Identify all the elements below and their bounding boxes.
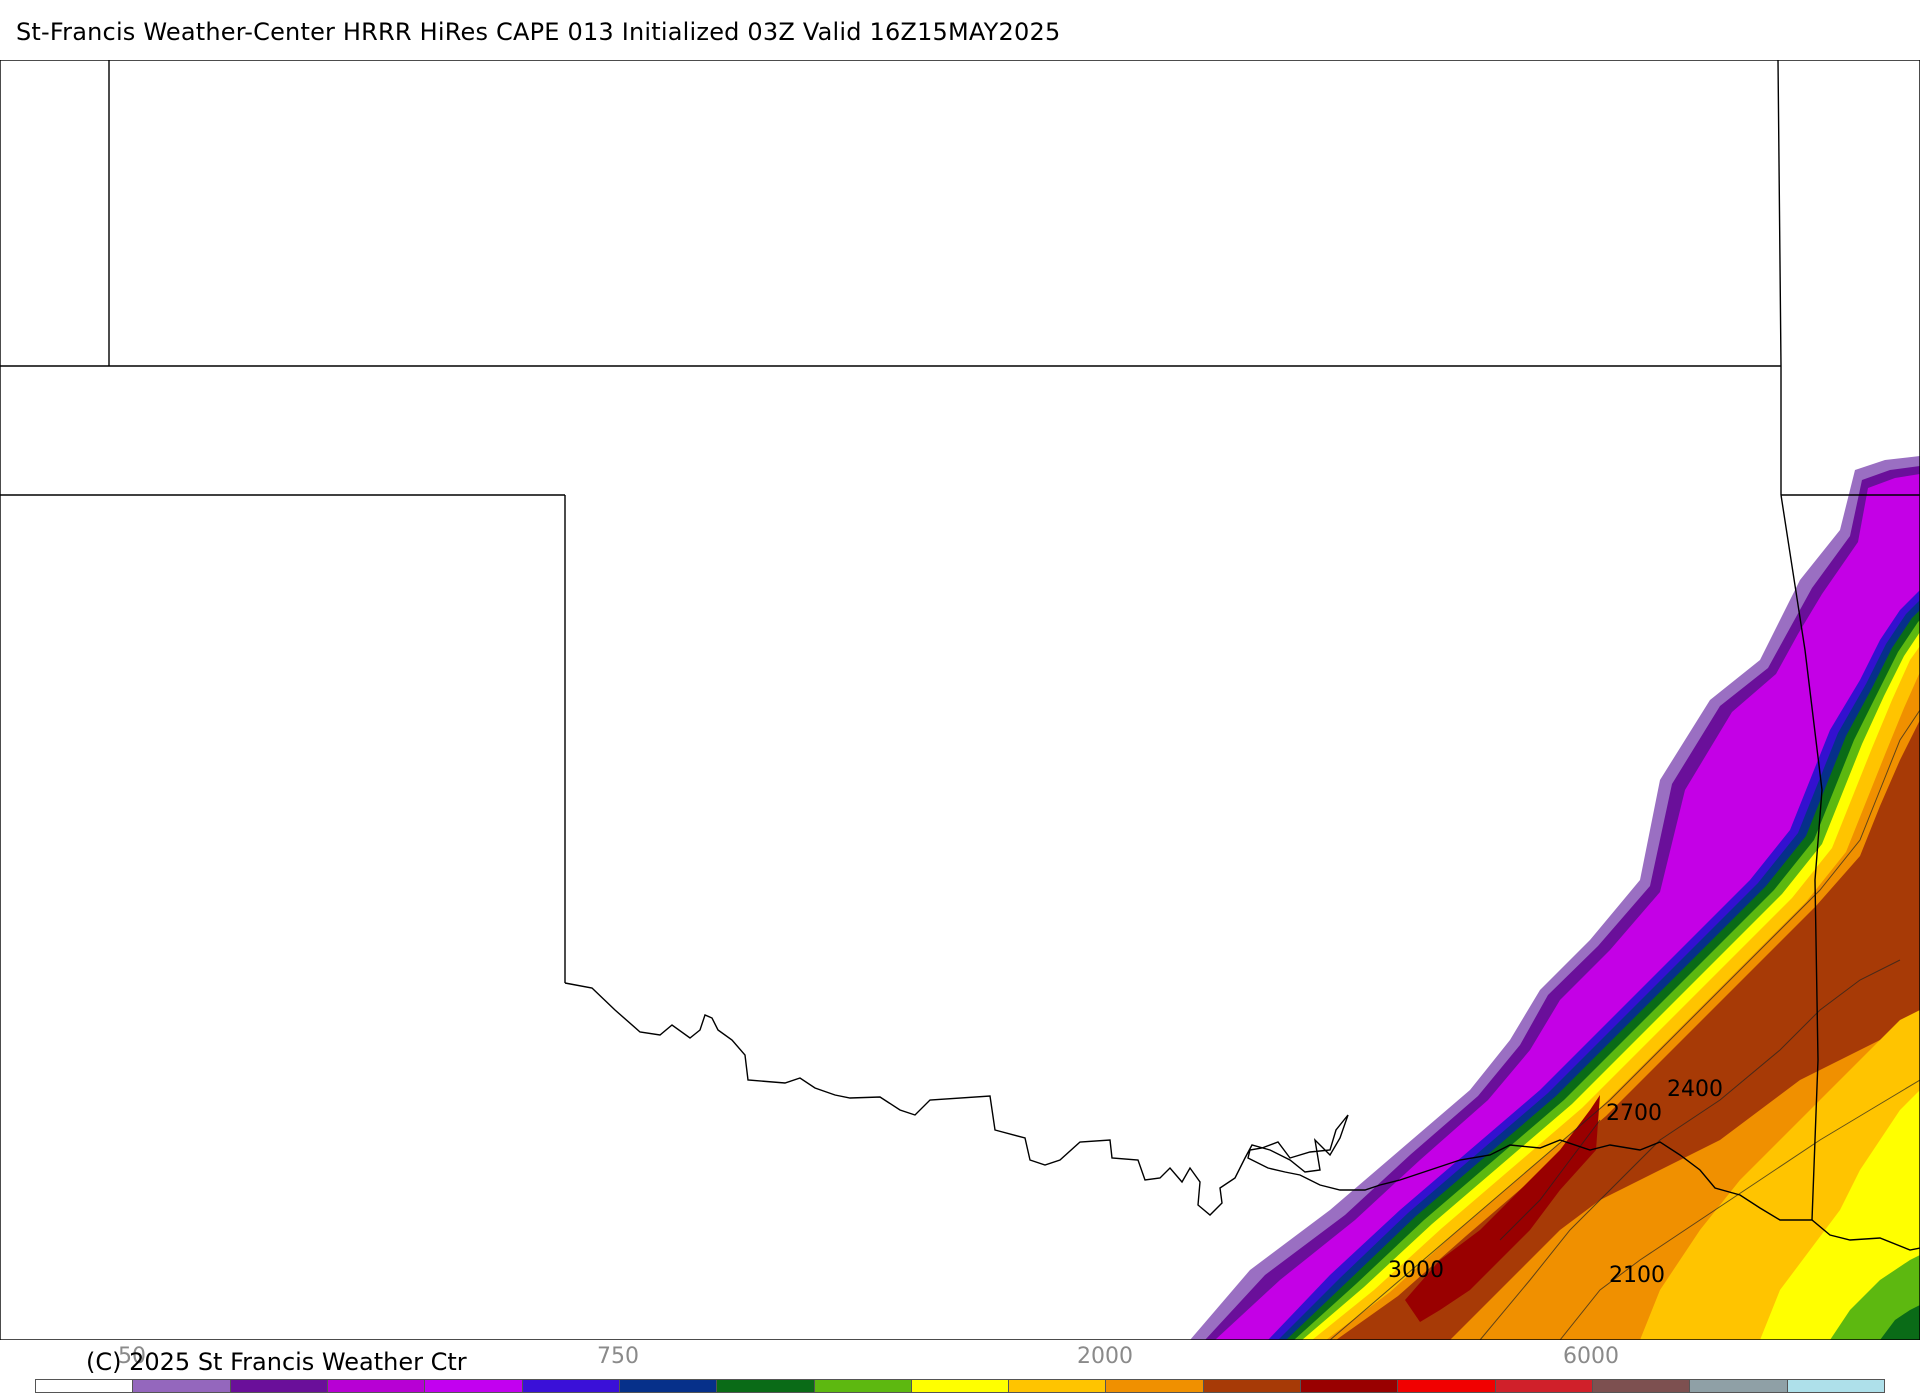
colorbar-swatch [1106,1380,1204,1392]
colorbar-label-6000: 6000 [1563,1344,1619,1369]
colorbar-swatch [36,1380,134,1392]
map-title: St-Francis Weather-Center HRRR HiRes CAP… [16,18,1061,46]
contour-label-3000: 3000 [1388,1258,1444,1283]
colorbar-swatch [1495,1380,1593,1392]
colorbar-swatch [522,1380,620,1392]
colorbar-swatch [425,1380,523,1392]
colorbar-swatch [1301,1380,1399,1392]
cape-fill [1190,456,1920,1340]
colorbar-swatch [1009,1380,1107,1392]
colorbar-swatch [1787,1380,1884,1392]
cape-map: 2400 2700 3000 2100 [0,60,1920,1340]
contour-label-group: 2400 2700 3000 2100 [1388,1077,1723,1288]
colorbar-swatch [911,1380,1010,1392]
colorbar-swatch [814,1380,912,1392]
cape-band-darkgreen-southeast [1880,1305,1920,1340]
colorbar-label-50: 50 [118,1344,146,1369]
colorbar-label-2000: 2000 [1077,1344,1133,1369]
colorbar-swatch [1398,1380,1496,1392]
colorbar-swatch [1593,1380,1691,1392]
boundary-east-vertical [1777,60,1782,495]
contour-label-2400: 2400 [1667,1077,1723,1102]
colorbar [35,1379,1885,1393]
colorbar-label-750: 750 [597,1344,639,1369]
boundaries [0,60,1920,1340]
colorbar-swatch [230,1380,328,1392]
colorbar-swatch [1203,1380,1302,1392]
copyright-text: (C) 2025 St Francis Weather Ctr [86,1348,467,1376]
colorbar-swatch [1690,1380,1788,1392]
colorbar-swatch [327,1380,426,1392]
colorbar-swatch [619,1380,718,1392]
boundary-east-slant [1780,494,1823,1221]
cape-band-yellow-east [1760,1090,1920,1340]
colorbar-swatch [717,1380,815,1392]
colorbar-swatch [133,1380,231,1392]
colorbar-labels: 50 750 2000 6000 [0,1340,1920,1370]
cape-band-dark-red [1405,1095,1600,1322]
cape-contours [1329,709,1920,1340]
contour-label-2100: 2100 [1609,1263,1665,1288]
boundary-red-river [564,982,1920,1251]
contour-label-2700: 2700 [1606,1101,1662,1126]
